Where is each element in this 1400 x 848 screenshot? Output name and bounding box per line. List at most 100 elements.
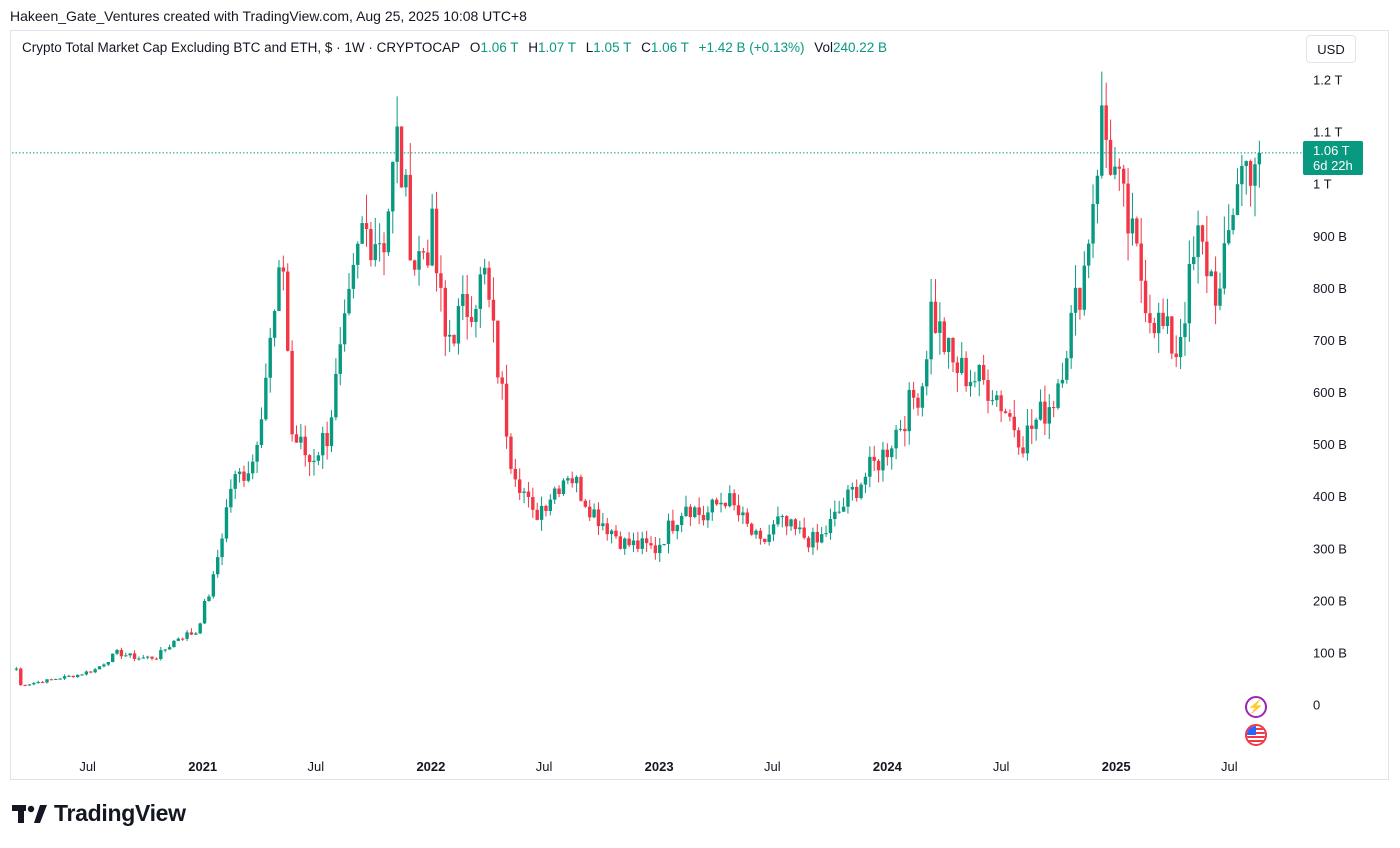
candle-body (1178, 337, 1183, 358)
y-tick-label: 200 B (1313, 593, 1347, 608)
candle-body (58, 678, 62, 680)
y-axis: 0 100 B 200 B 300 B 400 B 500 B 600 B 700 B 800 … (1313, 73, 1347, 713)
candle-body (701, 514, 706, 521)
candle-body (741, 512, 745, 516)
us-flag-icon[interactable] (1245, 724, 1267, 746)
candle-body (881, 449, 885, 471)
currency-button[interactable]: USD (1306, 35, 1356, 63)
candle-body (338, 344, 342, 374)
candle-body (876, 460, 881, 471)
candle-body (23, 685, 27, 687)
candle-body (710, 499, 714, 513)
candle-body (404, 174, 408, 188)
candle-body (574, 476, 579, 484)
candle-body (1121, 168, 1126, 184)
candle-body (220, 538, 224, 558)
volume-label: Vol (814, 40, 834, 55)
candle-body (1117, 166, 1122, 169)
candle-body (141, 657, 146, 659)
candle-body (583, 500, 588, 507)
candle-body (1253, 164, 1257, 186)
candle-body (1126, 183, 1130, 234)
candle-body (955, 362, 960, 373)
candle-body (1025, 425, 1030, 454)
candle-body (461, 293, 465, 307)
candle-body (75, 674, 80, 678)
y-tick-label: 0 (1313, 698, 1320, 713)
candle-body (784, 516, 789, 527)
candle-body (1231, 214, 1235, 231)
candle-body (500, 377, 504, 384)
candle-body (211, 574, 216, 597)
candle-body (824, 533, 828, 535)
candle-body (154, 658, 159, 660)
candle-body (421, 251, 426, 253)
candle-body (986, 380, 990, 401)
candle-body (999, 395, 1003, 412)
candle-body (977, 364, 981, 382)
candle-body (97, 666, 102, 670)
candle-body (1073, 287, 1078, 313)
candle-body (49, 679, 54, 681)
candle-body (561, 480, 566, 494)
candle-body (885, 449, 890, 458)
candle-body (649, 543, 653, 546)
candle-body (758, 530, 763, 539)
candle-body (364, 223, 369, 229)
candle-body (93, 669, 97, 673)
candle-body (855, 486, 859, 499)
candle-body (216, 557, 220, 575)
candle-body (1200, 225, 1205, 242)
candle-body (1205, 241, 1209, 277)
candle-body (224, 507, 229, 539)
candle-body (544, 505, 548, 511)
candle-body (798, 527, 802, 530)
candle-body (1170, 316, 1174, 354)
candle-body (102, 664, 106, 667)
candle-body (1078, 287, 1082, 310)
candle-body (859, 484, 863, 499)
candle-body (736, 505, 741, 516)
open-value: 1.06 T (480, 40, 519, 55)
candle-body (907, 389, 911, 432)
candles-layer (14, 71, 1262, 687)
candle-body (841, 506, 846, 512)
candle-body (640, 538, 644, 549)
candle-body (478, 274, 483, 309)
candle-body (671, 520, 675, 532)
candle-body (316, 455, 321, 461)
symbol-legend: Crypto Total Market Cap Excluding BTC an… (22, 40, 887, 55)
candle-body (679, 515, 684, 526)
volume-value: 240.22 B (833, 40, 888, 55)
x-tick-label: Jul (536, 759, 553, 774)
candle-body (1082, 265, 1086, 310)
symbol-title[interactable]: Crypto Total Market Cap Excluding BTC an… (22, 40, 461, 55)
candle-body (811, 531, 815, 548)
candle-body (325, 432, 329, 447)
candle-body (850, 486, 855, 490)
candle-body (618, 536, 623, 549)
candle-body (1139, 243, 1143, 281)
candle-body (447, 334, 452, 337)
candle-body (588, 506, 592, 518)
candle-body (863, 476, 868, 485)
candle-body (745, 512, 749, 524)
candle-body (185, 632, 189, 639)
candle-body (84, 671, 89, 675)
last-price-value: 1.06 T (1313, 143, 1350, 158)
candle-body (596, 509, 601, 527)
candle-body (207, 596, 211, 601)
candle-body (1183, 323, 1187, 338)
candle-body (264, 377, 268, 420)
candle-body (229, 488, 233, 508)
candle-body (32, 683, 36, 685)
candle-body (833, 511, 837, 520)
candle-body (1069, 312, 1073, 359)
tradingview-logo[interactable]: TradingView (12, 800, 186, 827)
candle-body (1257, 152, 1262, 165)
candle-body (54, 679, 58, 681)
candle-body (548, 499, 553, 511)
candle-body (1030, 425, 1034, 429)
lightning-icon[interactable]: ⚡ (1245, 696, 1267, 718)
